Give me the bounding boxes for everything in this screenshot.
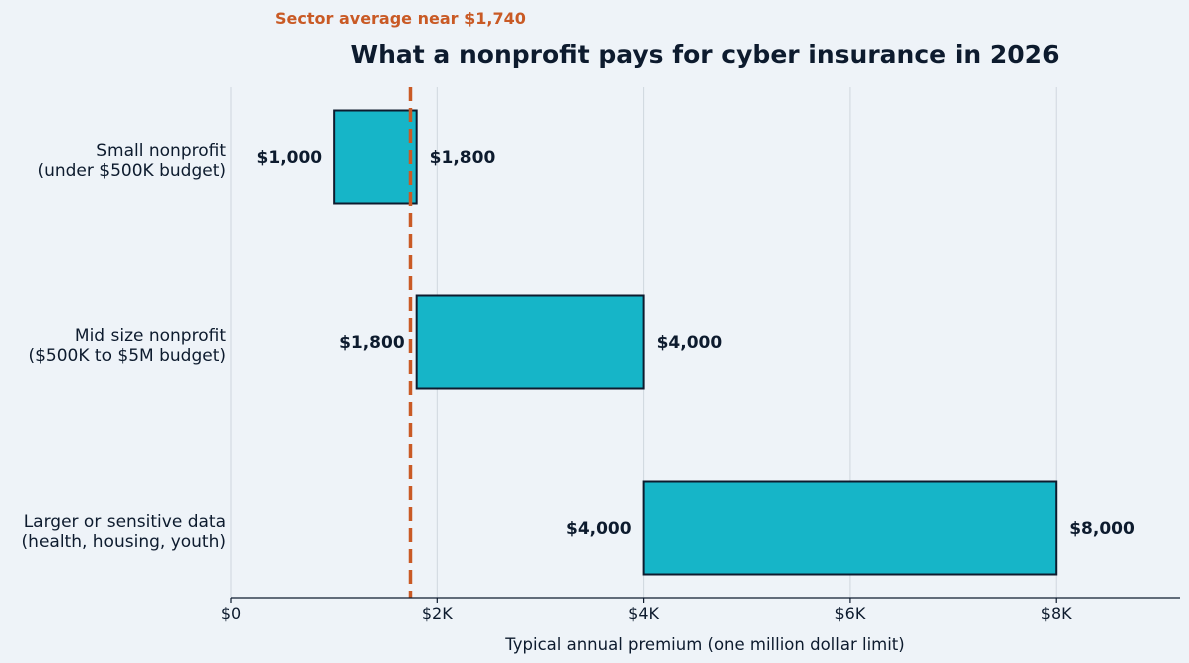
high-value-label: $4,000 [657, 333, 723, 353]
x-tick-label: $6K [834, 604, 865, 623]
high-value-label: $1,800 [430, 148, 496, 168]
reference-line-label: Sector average near $1,740 [275, 9, 526, 28]
x-tick-label: $2K [422, 604, 453, 623]
range-bar [333, 109, 418, 205]
bars [333, 109, 1058, 576]
range-bar [642, 480, 1058, 576]
x-axis: $0 $2K $4K $6K $8K [221, 597, 1180, 623]
low-value-label: $1,800 [339, 333, 405, 353]
x-tick-label: $0 [221, 604, 241, 623]
category-labels: Small nonprofit (under $500K budget) Mid s… [22, 141, 227, 552]
category-label: Larger or sensitive data (health, housing… [22, 512, 226, 552]
low-value-label: $4,000 [566, 519, 632, 539]
low-value-label: $1,000 [257, 148, 323, 168]
data-labels: $1,000 $1,800 $1,800 $4,000 $4,000 $8,000 [257, 148, 1135, 539]
high-value-label: $8,000 [1069, 519, 1135, 539]
x-tick-label: $4K [628, 604, 659, 623]
category-label: Mid size nonprofit ($500K to $5M budget) [28, 326, 226, 366]
x-axis-label: Typical annual premium (one million doll… [504, 635, 904, 654]
x-tick-label: $8K [1041, 604, 1072, 623]
chart-title: What a nonprofit pays for cyber insuranc… [351, 40, 1060, 69]
category-label: Small nonprofit (under $500K budget) [37, 141, 226, 181]
range-bar [415, 294, 645, 390]
